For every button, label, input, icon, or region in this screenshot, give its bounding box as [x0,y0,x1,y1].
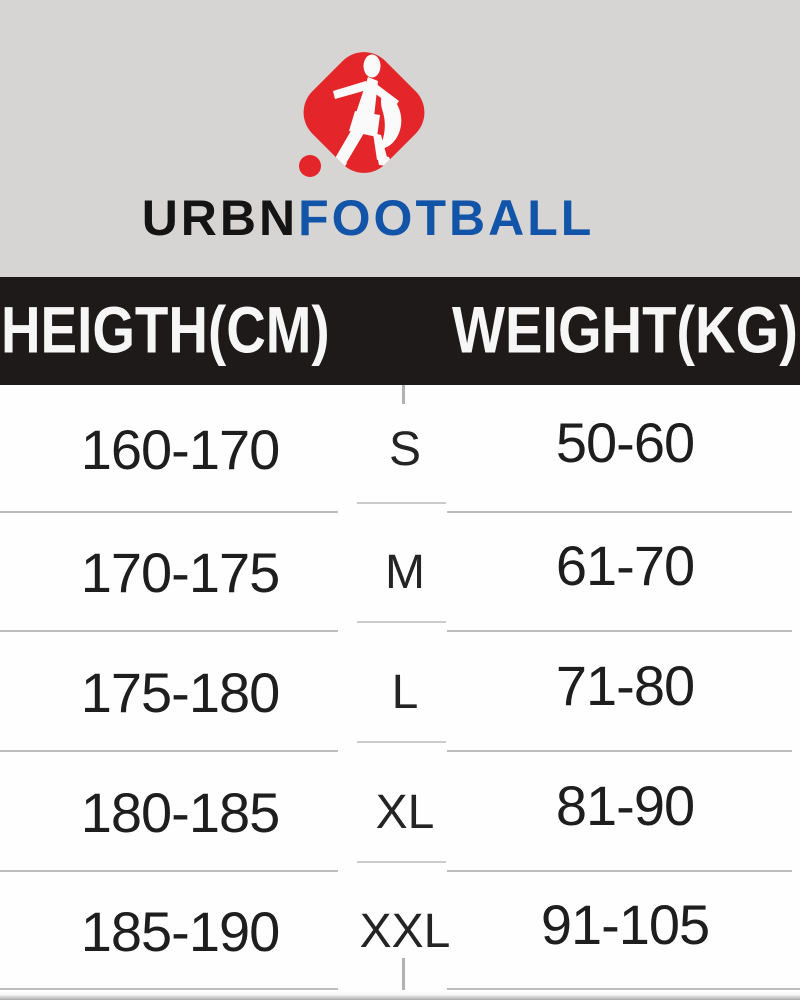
row-divider [0,988,338,990]
bottom-edge-strip [0,990,800,1000]
table-row: 180-185 XL 81-90 [0,752,800,872]
height-cell: 175-180 [80,660,281,724]
center-divider-tick-top [402,385,405,404]
size-chart-header: HEIGTH(CM) WEIGHT(KG) [0,277,800,385]
row-divider [447,750,792,752]
row-divider [447,511,792,513]
table-row: 185-190 XXL 91-105 [0,872,800,990]
row-divider [357,861,446,863]
row-divider [447,870,792,872]
weight-cell: 71-80 [555,653,695,717]
row-divider [357,502,446,504]
weight-cell: 50-60 [555,410,695,474]
size-chart-body: 160-170 S 50-60 170-175 M 61-70 175-180 … [0,385,800,990]
size-cell: L [391,665,419,719]
row-divider [357,741,446,743]
height-cell: 180-185 [80,780,281,844]
row-divider [357,621,446,623]
size-cell: M [385,546,425,599]
weight-cell: 81-90 [555,773,695,837]
footballer-logo-icon [299,52,425,177]
weight-cell: 61-70 [555,534,695,597]
height-cell: 170-175 [80,541,281,604]
row-divider [447,630,792,632]
table-row: 160-170 S 50-60 [0,385,800,513]
row-divider [0,630,338,632]
header-height: HEIGTH(CM) [1,292,330,367]
row-divider [0,511,338,513]
table-row: 175-180 L 71-80 [0,632,800,752]
size-cell: XXL [359,904,451,958]
brand-football: FOOTBALL [298,190,595,246]
brand-urbn: URBN [141,190,299,246]
row-divider [447,988,800,990]
center-divider-tick-bottom [402,958,405,990]
size-cell: XL [375,785,435,839]
size-cell: S [388,422,421,476]
header-weight: WEIGHT(KG) [452,292,798,367]
brand-section: URBNFOOTBALL [0,0,800,277]
row-divider [0,870,338,872]
table-row: 170-175 M 61-70 [0,513,800,632]
weight-cell: 91-105 [540,892,710,956]
height-cell: 160-170 [80,417,281,481]
row-divider [0,750,338,752]
brand-wordmark: URBNFOOTBALL [0,189,768,247]
height-cell: 185-190 [80,899,281,963]
